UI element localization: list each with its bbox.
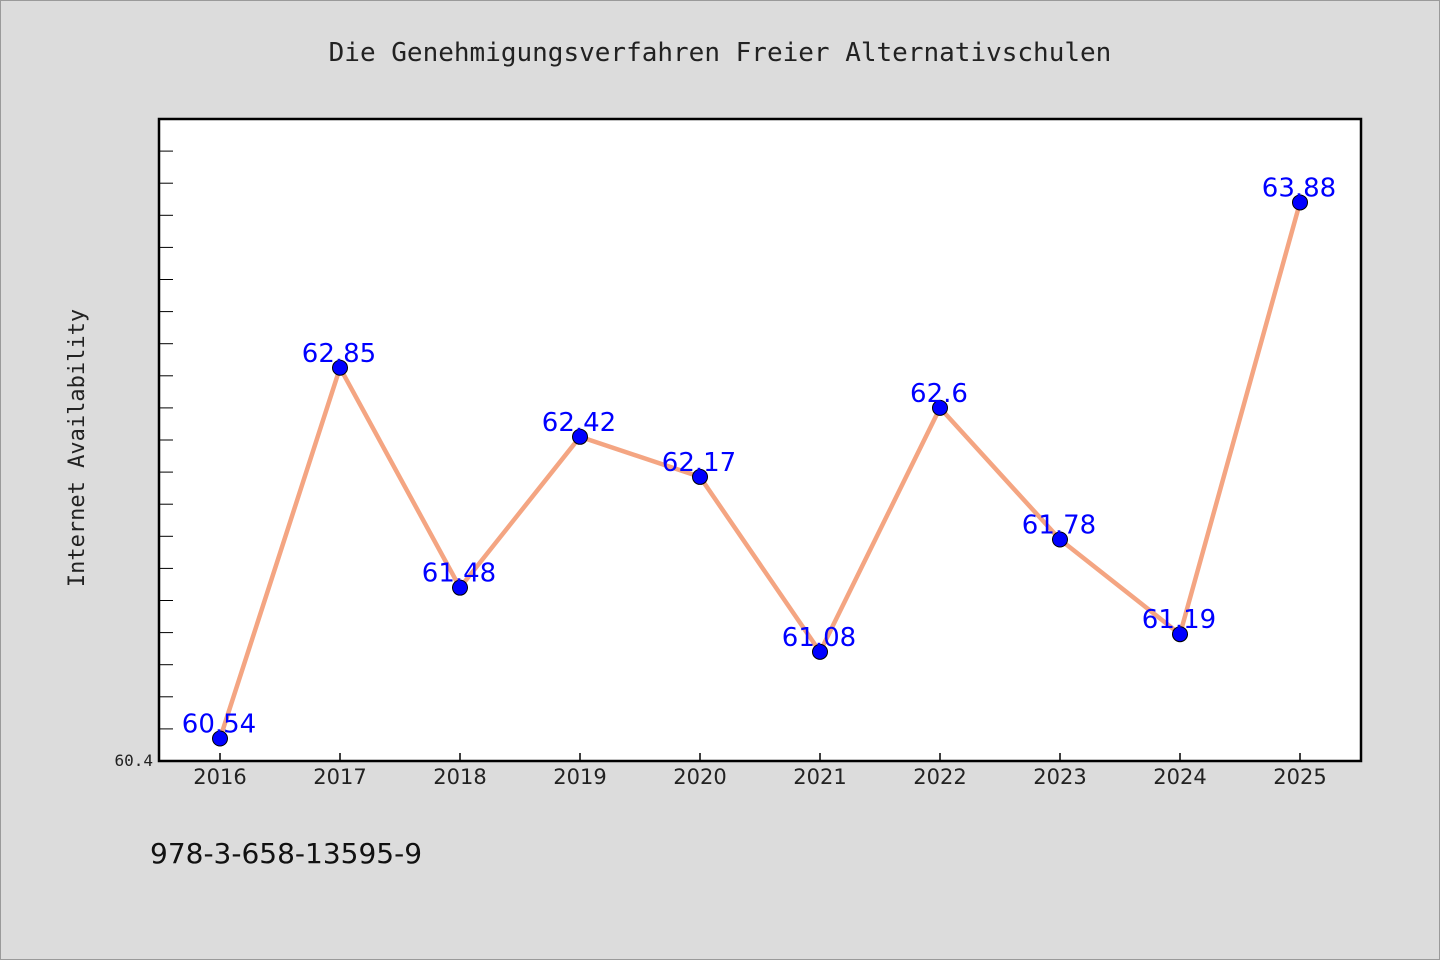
- plot-area: [157, 117, 1363, 763]
- data-point: [1172, 626, 1188, 643]
- data-label: 62.42: [542, 408, 616, 438]
- data-point: [1292, 194, 1308, 211]
- x-tick-label: 2020: [673, 765, 726, 789]
- data-labels-layer: 60.54 62.85 61.48 62.42 62.17 61.08 62.6 61.78 6…: [182, 173, 1336, 739]
- x-tick-label: 2018: [433, 765, 486, 789]
- data-point: [812, 643, 828, 660]
- y-axis-ticks: 60.4: [114, 150, 173, 770]
- data-label: 61.19: [1142, 605, 1216, 635]
- data-point: [572, 428, 588, 445]
- x-tick-label: 2019: [553, 765, 606, 789]
- x-tick-label: 2025: [1273, 765, 1326, 789]
- isbn-footer: 978-3-658-13595-9: [150, 837, 422, 870]
- y-tick-label: 60.4: [114, 751, 153, 770]
- data-label: 61.48: [422, 559, 496, 589]
- data-label: 61.78: [1022, 511, 1096, 541]
- data-point: [692, 468, 708, 485]
- x-tick-label: 2023: [1033, 765, 1086, 789]
- chart-title: Die Genehmigungsverfahren Freier Alterna…: [329, 38, 1112, 68]
- data-label: 61.08: [782, 623, 856, 653]
- data-point: [1052, 531, 1068, 548]
- y-axis-label: Internet Availability: [65, 309, 90, 587]
- data-label: 62.6: [910, 379, 968, 409]
- x-tick-label: 2024: [1153, 765, 1206, 789]
- data-point: [932, 399, 948, 416]
- x-tick-label: 2017: [313, 765, 366, 789]
- data-point: [452, 579, 468, 596]
- series-line: [217, 200, 1303, 741]
- x-tick-label: 2022: [913, 765, 966, 789]
- x-axis-ticks: 2016 2017 2018 2019 2020 2021 2022 2023 2024 2025: [193, 753, 1327, 789]
- data-point: [332, 359, 348, 376]
- data-label: 63.88: [1262, 173, 1336, 203]
- data-point: [212, 730, 228, 747]
- x-tick-label: 2021: [793, 765, 846, 789]
- data-label: 60.54: [182, 710, 256, 740]
- data-label: 62.17: [662, 448, 736, 478]
- data-label: 62.85: [302, 339, 376, 369]
- x-tick-label: 2016: [193, 765, 246, 789]
- series-layer: [212, 194, 1308, 747]
